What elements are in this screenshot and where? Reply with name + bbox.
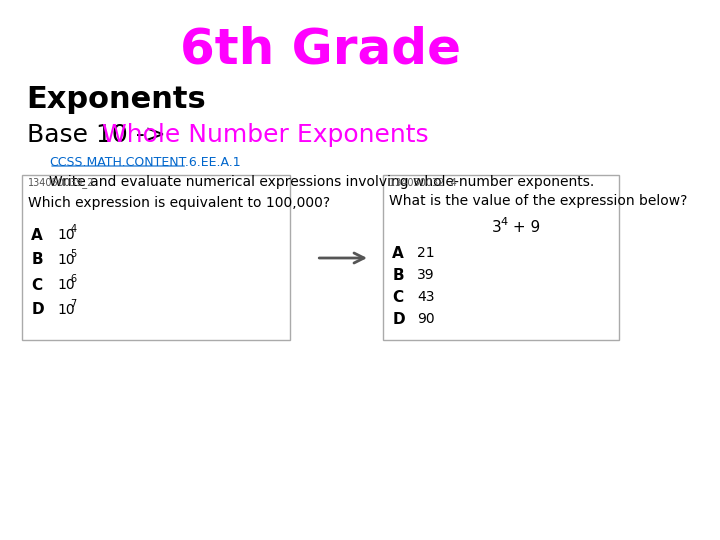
Text: B: B [31,253,42,267]
Text: 90: 90 [417,312,435,326]
Text: 3: 3 [492,220,502,235]
Text: 7: 7 [71,299,76,309]
Text: 134050039_2: 134050039_2 [27,178,94,188]
Text: 5: 5 [71,249,76,259]
Text: 6: 6 [71,274,76,284]
Text: C: C [392,289,403,305]
Text: Which expression is equivalent to 100,000?: Which expression is equivalent to 100,00… [27,196,330,210]
Text: 10: 10 [58,253,76,267]
FancyArrowPatch shape [319,253,364,263]
Text: D: D [392,312,405,327]
Text: C: C [31,278,42,293]
FancyBboxPatch shape [22,175,289,340]
Text: 4: 4 [71,224,76,234]
Text: 10: 10 [58,228,76,242]
Text: Exponents: Exponents [27,85,207,114]
Text: 134050032  4: 134050032 4 [389,178,456,188]
Text: B: B [392,267,404,282]
Text: Base 10 ->: Base 10 -> [27,123,174,147]
Text: A: A [31,227,43,242]
Text: 21: 21 [417,246,435,260]
Text: What is the value of the expression below?: What is the value of the expression belo… [389,194,687,208]
Text: 4: 4 [501,217,508,227]
Text: 10: 10 [58,278,76,292]
Text: A: A [392,246,404,260]
Text: Write and evaluate numerical expressions involving whole-number exponents.: Write and evaluate numerical expressions… [49,175,594,189]
Text: 10: 10 [58,303,76,317]
Text: Whole Number Exponents: Whole Number Exponents [102,123,429,147]
FancyBboxPatch shape [383,175,619,340]
Text: 39: 39 [417,268,435,282]
Text: 43: 43 [417,290,435,304]
Text: + 9: + 9 [508,220,540,235]
Text: D: D [31,302,44,318]
Text: CCSS.MATH.CONTENT.6.EE.A.1: CCSS.MATH.CONTENT.6.EE.A.1 [49,156,240,168]
Text: 6th Grade: 6th Grade [181,26,462,74]
